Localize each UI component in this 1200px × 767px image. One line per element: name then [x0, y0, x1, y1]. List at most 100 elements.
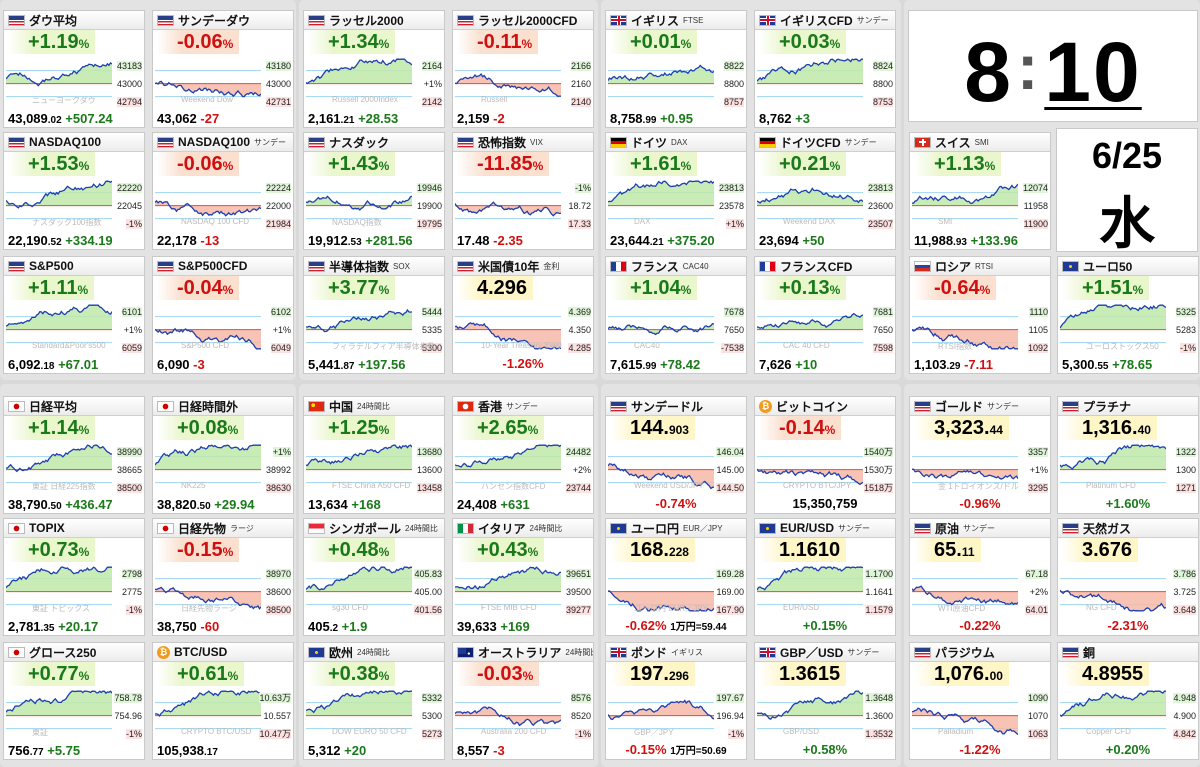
market-tile-russell[interactable]: ラッセル2000 +1.34% 2164 +1% 2142 Russell 20… — [303, 10, 445, 128]
market-tile-sp500[interactable]: S&P500 +1.11% 6101 +1% 6059 Standard&Poo… — [3, 256, 145, 374]
market-tile-europe[interactable]: 欧州 24時間比 +0.38% 5332 5300 5273 DOW EURO … — [303, 642, 445, 760]
price-diff: -3 — [193, 357, 205, 372]
change-percent: +0.43% — [457, 538, 545, 562]
change-percent: -0.64% — [914, 276, 997, 300]
axis-high: 8576 — [570, 693, 591, 703]
market-subtitle: SOX — [393, 261, 410, 271]
price-chart — [756, 187, 864, 220]
market-tile-nikkei-night[interactable]: 日経時間外 +0.08% +1% 38992 38630 NK225 38,82… — [152, 396, 294, 514]
market-tile-bitcoin[interactable]: ₿ ビットコイン -0.14% 1540万 1530万 1518万 CRYPTO… — [754, 396, 896, 514]
market-subtitle: 24時間比 — [357, 647, 390, 657]
market-tile-nikkei-futures[interactable]: 日経先物 ラージ -0.15% 38970 38600 38500 日経先物ラー… — [152, 518, 294, 636]
market-tile-palladium[interactable]: パラジウム 1,076.00 1090 1070 1063 Palladium … — [909, 642, 1051, 760]
market-tile-singapore[interactable]: シンガポール 24時間比 +0.48% 405.83 405.00 401.56… — [303, 518, 445, 636]
axis-mid: 43000 — [265, 79, 291, 89]
market-tile-gold[interactable]: ゴールド サンデー 3,323.44 3357 +1% 3295 金 1トロイオ… — [909, 396, 1051, 514]
market-tile-sunday-dow[interactable]: サンデーダウ -0.06% 43180 43000 42731 Weekend … — [152, 10, 294, 128]
price-diff: -2.35 — [493, 233, 523, 248]
market-tile-sox[interactable]: 半導体指数 SOX +3.77% 5444 5335 5300 フィラデルフィア… — [303, 256, 445, 374]
date-text: 6/25 — [1091, 135, 1163, 176]
axis-high: 24482 — [565, 447, 591, 457]
tile-header: 天然ガス — [1058, 519, 1198, 538]
price-diff: -3 — [493, 743, 505, 758]
market-tile-nasdaq[interactable]: ナスダック +1.43% 19946 19900 19795 NASDAQ指数 … — [303, 132, 445, 250]
market-tile-cac40[interactable]: フランス CAC40 +1.04% 7678 7650 -7538 CAC40 … — [605, 256, 747, 374]
chart-watermark: 10-Year Treasury Yield — [481, 341, 562, 350]
market-tile-dax-cfd[interactable]: ドイツCFD サンデー +0.21% 23813 23600 23507 Wee… — [754, 132, 896, 250]
bitcoin-icon: ₿ — [157, 645, 170, 659]
market-subtitle: サンデー — [254, 137, 287, 147]
axis-high: 4.948 — [1173, 693, 1196, 703]
yen-note: 1万円=59.44 — [670, 622, 727, 633]
market-tile-euro50[interactable]: ユーロ50 +1.51% 5325 5283 -1% ユーロストックス50 5,… — [1057, 256, 1199, 374]
market-tile-vix[interactable]: 恐怖指数 VIX -11.85% -1% 18.72 17.33 17.48 -… — [452, 132, 594, 250]
change-percent: +3.77% — [308, 276, 396, 300]
market-tile-italy[interactable]: イタリア 24時間比 +0.43% 39651 39500 39277 FTSE… — [452, 518, 594, 636]
market-tile-eurusd[interactable]: EUR/USD サンデー 1.1610 1.1700 1.1641 1.1579… — [754, 518, 896, 636]
price-footer: 105,938.17 — [157, 743, 218, 758]
axis-low: -1% — [727, 729, 744, 739]
us-flag-icon — [157, 14, 174, 26]
market-tile-nasdaq100[interactable]: NASDAQ100 +1.53% 22220 22045 -1% ナスダック10… — [3, 132, 145, 250]
market-subtitle: サンデー — [506, 401, 539, 411]
price-diff: +20.17 — [58, 619, 99, 634]
change-value: +0.15% — [802, 618, 848, 633]
market-tile-gbpjpy[interactable]: ポンド イギリス 197.296 197.67 196.94 -1% GBP／J… — [605, 642, 747, 760]
market-tile-rtsi[interactable]: ロシア RTSI -0.64% 1110 1105 1092 RTSI指数 1,… — [909, 256, 1051, 374]
market-tile-crude[interactable]: 原油 サンデー 65.11 67.18 +2% 64.01 WTI原油CFD -… — [909, 518, 1051, 636]
tile-header: 米国債10年 金利 — [453, 257, 593, 276]
market-tile-china[interactable]: 中国 24時間比 +1.25% 13680 13600 13458 FTSE C… — [303, 396, 445, 514]
price-chart — [911, 183, 1019, 220]
change-footer: -0.22% — [910, 618, 1050, 633]
us-flag-icon — [157, 136, 174, 148]
market-tile-sp500-cfd[interactable]: S&P500CFD -0.04% 6102 +1% 6049 S&P500 CF… — [152, 256, 294, 374]
market-tile-usdjpy-sun[interactable]: サンデードル 144.903 146.04 145.00 144.50 Week… — [605, 396, 747, 514]
market-tile-ftse-cfd[interactable]: イギリスCFD サンデー +0.03% 8824 8800 8753 8,762… — [754, 10, 896, 128]
axis-high: 1540万 — [863, 447, 893, 457]
axis-high: 7678 — [723, 307, 744, 317]
market-tile-australia[interactable]: オーストラリア 24時間比 -0.03% 8576 8520 -1% Austr… — [452, 642, 594, 760]
market-tile-nasdaq100-sun[interactable]: NASDAQ100 サンデー -0.06% 22224 22000 21984 … — [152, 132, 294, 250]
market-tile-copper[interactable]: 銅 4.8955 4.948 4.900 4.842 Copper CFD +0… — [1057, 642, 1199, 760]
market-tile-dow[interactable]: ダウ平均 +1.19% 43183 43000 42794 ニューヨークダウ 4… — [3, 10, 145, 128]
market-tile-btcusd[interactable]: ₿ BTC/USD +0.61% 10.63万 10.557 10.47万 CR… — [152, 642, 294, 760]
us-flag-icon — [308, 136, 325, 148]
market-tile-nikkei[interactable]: 日経平均 +1.14% 38990 38665 38500 東証 日経225指数… — [3, 396, 145, 514]
eu-flag-icon — [1062, 260, 1079, 272]
price-chart — [155, 690, 262, 730]
market-tile-topix[interactable]: TOPIX +0.73% 2798 2775 -1% 東証 トピックス 2,78… — [3, 518, 145, 636]
chart-area — [911, 563, 1019, 620]
chart-area — [454, 55, 561, 112]
market-name: シンガポール — [329, 521, 402, 536]
chart-watermark: Palladium — [938, 727, 974, 736]
market-tile-cac-cfd[interactable]: フランスCFD +0.13% 7681 7650 7598 CAC 40 CFD… — [754, 256, 896, 374]
price-footer: 8,762 +3 — [759, 111, 893, 126]
market-tile-smi[interactable]: スイス SMI +1.13% 12074 11958 11900 SMI 11,… — [909, 132, 1051, 250]
tile-header: TOPIX — [4, 519, 144, 538]
market-tile-russell-cfd[interactable]: ラッセル2000CFD -0.11% 2166 2160 2140 Russel… — [452, 10, 594, 128]
axis-mid: +1% — [123, 325, 142, 335]
chart-area — [1059, 687, 1166, 744]
market-tile-eurjpy[interactable]: ユーロ円 EUR／JPY 168.228 169.28 169.00 167.9… — [605, 518, 747, 636]
market-tile-platinum[interactable]: プラチナ 1,316.40 1322 1300 1271 Platinum CF… — [1057, 396, 1199, 514]
market-tile-us10y[interactable]: 米国債10年 金利 4.296 4.369 4.350 4.285 10-Yea… — [452, 256, 594, 374]
tile-header: ドイツCFD サンデー — [755, 133, 895, 152]
us-flag-icon — [1062, 400, 1079, 412]
market-tile-hongkong[interactable]: 香港 サンデー +2.65% 24482 +2% 23744 ハンセン指数CFD… — [452, 396, 594, 514]
market-tile-gbpusd[interactable]: GBP／USD サンデー 1.3615 1.3648 1.3600 1.3532… — [754, 642, 896, 760]
chart-watermark: GBP／JPY — [634, 728, 674, 737]
market-tile-dax[interactable]: ドイツ DAX +1.61% 23813 23578 +1% DAX 23,64… — [605, 132, 747, 250]
axis-mid: 22000 — [265, 201, 291, 211]
market-tile-natgas[interactable]: 天然ガス 3.676 3.786 3.725 3.648 NG CFD -2.3… — [1057, 518, 1199, 636]
axis-high: 5444 — [421, 307, 442, 317]
price-chart — [305, 690, 412, 730]
axis-low: 21984 — [265, 219, 291, 229]
axis-high: 39651 — [565, 569, 591, 579]
change-footer: +0.20% — [1058, 742, 1198, 757]
market-name: ドイツ — [631, 135, 668, 150]
axis-mid: 405.00 — [414, 587, 442, 597]
axis-high: 1322 — [1175, 447, 1196, 457]
market-tile-ftse[interactable]: イギリス FTSE +0.01% 8822 8800 8757 8,758.99… — [605, 10, 747, 128]
market-tile-growth250[interactable]: グロース250 +0.77% 758.78 754.96 -1% 東証 756.… — [3, 642, 145, 760]
us-flag-icon — [8, 260, 25, 272]
